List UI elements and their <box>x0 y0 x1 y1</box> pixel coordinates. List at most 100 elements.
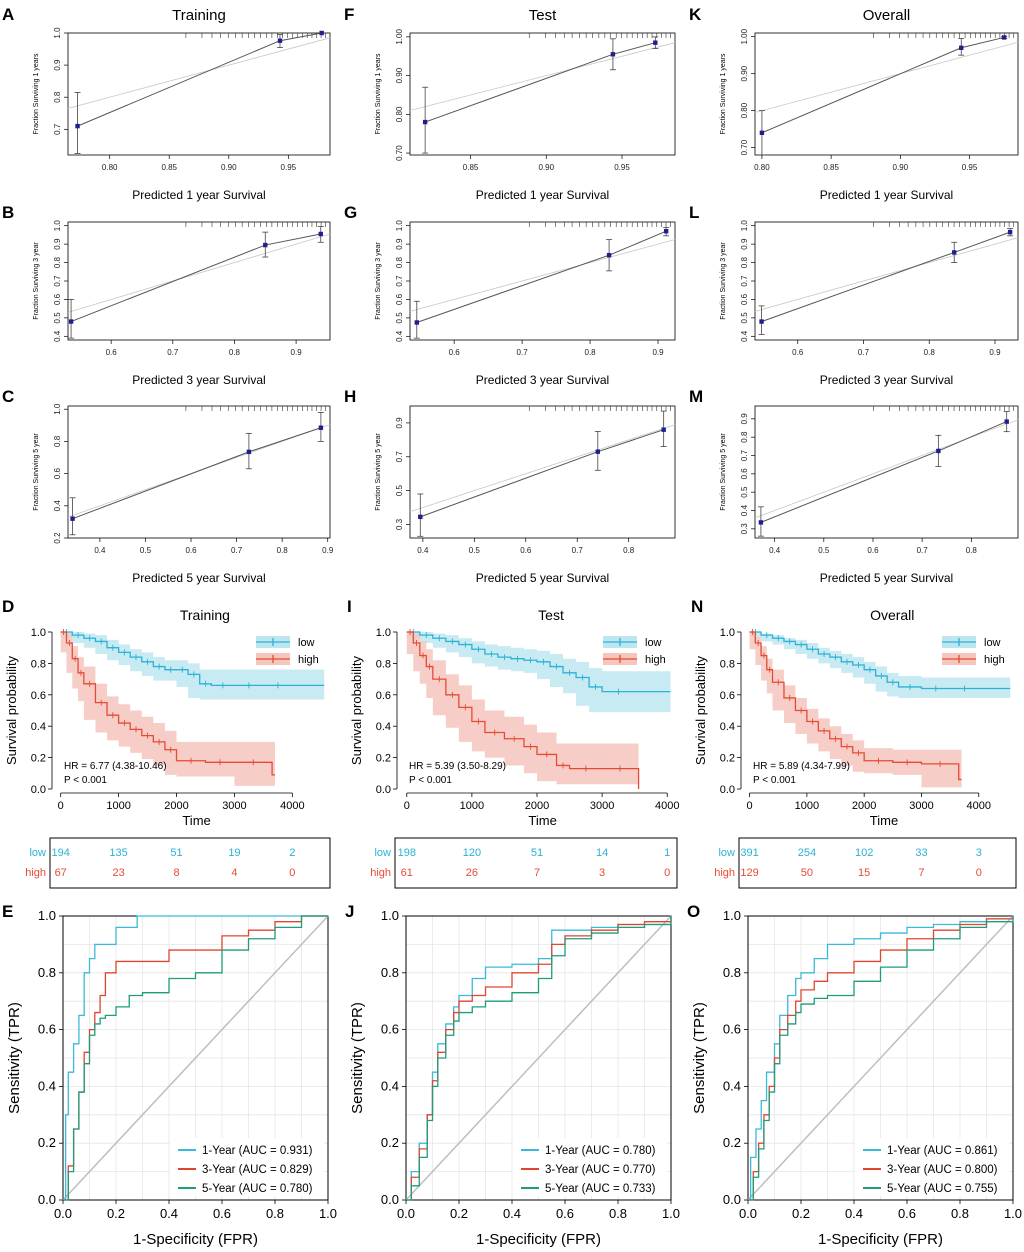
x-tick-label: 0.8 <box>609 1206 627 1221</box>
calibration-point <box>68 319 74 324</box>
legend-label: 5-Year (AUC = 0.733) <box>545 1183 656 1195</box>
x-tick-label: 0.6 <box>867 546 879 555</box>
x-tick-label: 1000 <box>460 800 484 812</box>
y-axis-title: Survival probability <box>349 655 364 765</box>
hr-text: HR = 5.39 (3.50-8.29) <box>409 761 506 772</box>
y-tick-label: 0.7 <box>395 451 404 463</box>
roc-curve-3yr <box>406 916 672 1201</box>
legend-label: low <box>984 637 1001 649</box>
confidence-band-high <box>406 632 639 789</box>
y-tick-label: 1.0 <box>53 220 62 232</box>
panel-letter: K <box>689 5 702 24</box>
x-tick-label: 0.95 <box>281 163 297 172</box>
y-tick-label: 1.0 <box>381 908 399 923</box>
calibration-point <box>610 52 616 57</box>
x-tick-label: 0.4 <box>94 546 106 555</box>
x-tick-label: 0.0 <box>739 1206 757 1221</box>
y-tick-label: 0.0 <box>376 784 391 796</box>
risk-count: 3 <box>599 867 605 879</box>
y-tick-label: 1.0 <box>720 627 735 639</box>
legend-label: 3-Year (AUC = 0.829) <box>202 1164 313 1176</box>
panel-letter: O <box>687 902 700 921</box>
y-axis-title: Sensitivity (TPR) <box>691 1002 708 1114</box>
x-tick-label: 0.9 <box>652 348 664 357</box>
roc-legend: 1-Year (AUC = 0.861) 3-Year (AUC = 0.800)… <box>855 1138 1009 1196</box>
y-tick-label: 0.70 <box>395 145 404 161</box>
panel-title: Test <box>529 7 557 24</box>
y-tick-label: 0.3 <box>740 523 749 535</box>
y-tick-label: 0.8 <box>53 435 62 447</box>
calibration-point <box>318 231 323 237</box>
legend-label: 1-Year (AUC = 0.931) <box>202 1145 313 1157</box>
risk-count: 15 <box>858 867 870 879</box>
y-axis-title: Fraction Surviving 5 year <box>720 433 727 511</box>
x-tick-label: 0.90 <box>221 163 237 172</box>
roc-curve-5yr <box>406 916 672 1201</box>
roc-legend: 1-Year (AUC = 0.931) 3-Year (AUC = 0.829)… <box>170 1138 324 1196</box>
calibration-line <box>424 42 656 123</box>
legend-label: high <box>984 654 1005 666</box>
y-axis-title: Survival probability <box>4 655 19 765</box>
calibration-line <box>420 429 664 518</box>
y-tick-label: 0.6 <box>395 293 404 305</box>
km-curve-high <box>749 631 962 781</box>
y-tick-label: 0.8 <box>381 965 399 980</box>
y-tick-label: 0.2 <box>376 753 391 765</box>
y-tick-label: 0.90 <box>740 65 749 81</box>
legend-label: high <box>298 654 319 666</box>
risk-row-label: high <box>370 867 391 879</box>
calibration-point <box>1007 229 1013 235</box>
x-tick-label: 0.8 <box>277 546 289 555</box>
x-tick-label: 1000 <box>106 800 130 812</box>
legend-label: 1-Year (AUC = 0.780) <box>545 1145 656 1157</box>
panel-letter: C <box>2 387 14 406</box>
calibration-line <box>77 32 322 127</box>
y-tick-label: 0.6 <box>376 690 391 702</box>
y-tick-label: 0.5 <box>740 312 749 324</box>
calibration-point <box>663 229 669 234</box>
y-tick-label: 0.6 <box>31 690 46 702</box>
x-tick-label: 1.0 <box>662 1206 680 1221</box>
y-tick-label: 0.2 <box>723 1135 741 1150</box>
y-tick-label: 1.0 <box>38 908 56 923</box>
x-tick-label: 0.9 <box>322 546 334 555</box>
calibration-point <box>1001 35 1007 40</box>
x-tick-label: 0.6 <box>792 348 804 357</box>
y-tick-label: 0.2 <box>381 1135 399 1150</box>
confidence-band-low <box>60 632 325 700</box>
legend-label: 1-Year (AUC = 0.861) <box>887 1145 998 1157</box>
y-tick-label: 1.0 <box>723 908 741 923</box>
panel-G: 0.6 0.7 0.8 0.9 0.4 0.5 0.6 0.7 0.8 0.9 1.0 Predict… <box>344 203 676 387</box>
x-tick-label: 0.6 <box>213 1206 231 1221</box>
y-tick-label: 0.0 <box>381 1192 399 1207</box>
calibration-line <box>416 230 667 323</box>
ideal-line <box>409 42 676 111</box>
y-axis-title: Fraction Surviving 1 years <box>375 53 382 134</box>
y-tick-label: 0.5 <box>395 485 404 497</box>
y-tick-label: 0.8 <box>53 91 62 103</box>
rug-marks <box>185 406 331 411</box>
x-tick-label: 0.85 <box>161 163 177 172</box>
x-tick-label: 1000 <box>795 800 819 812</box>
panel-letter: M <box>689 387 703 406</box>
panel-title: Overall <box>870 607 914 623</box>
panel-title: Overall <box>863 7 911 24</box>
y-tick-label: 0.9 <box>395 238 404 250</box>
panel-E: 0.0 0.2 0.4 0.6 0.8 1.0 0.0 0.2 0.4 0.6 0.8 1.0 1-Sp… <box>2 902 337 1248</box>
x-tick-label: 0.8 <box>229 348 241 357</box>
risk-row-label: high <box>714 867 735 879</box>
panel-letter: G <box>344 203 357 222</box>
x-tick-label: 0.8 <box>951 1206 969 1221</box>
panel-title: Training <box>172 7 226 24</box>
y-tick-label: 0.6 <box>53 293 62 305</box>
risk-count: 135 <box>109 847 127 859</box>
y-tick-label: 0.4 <box>395 330 404 342</box>
hr-text: HR = 5.89 (4.34-7.99) <box>753 761 850 772</box>
risk-count: 33 <box>915 847 927 859</box>
ideal-line <box>754 41 1019 113</box>
x-tick-label: 0.4 <box>160 1206 178 1221</box>
risk-count: 3 <box>976 847 982 859</box>
legend-label: high <box>645 654 666 666</box>
roc-curve-3yr <box>748 916 1014 1201</box>
x-tick-label: 0.6 <box>106 348 118 357</box>
